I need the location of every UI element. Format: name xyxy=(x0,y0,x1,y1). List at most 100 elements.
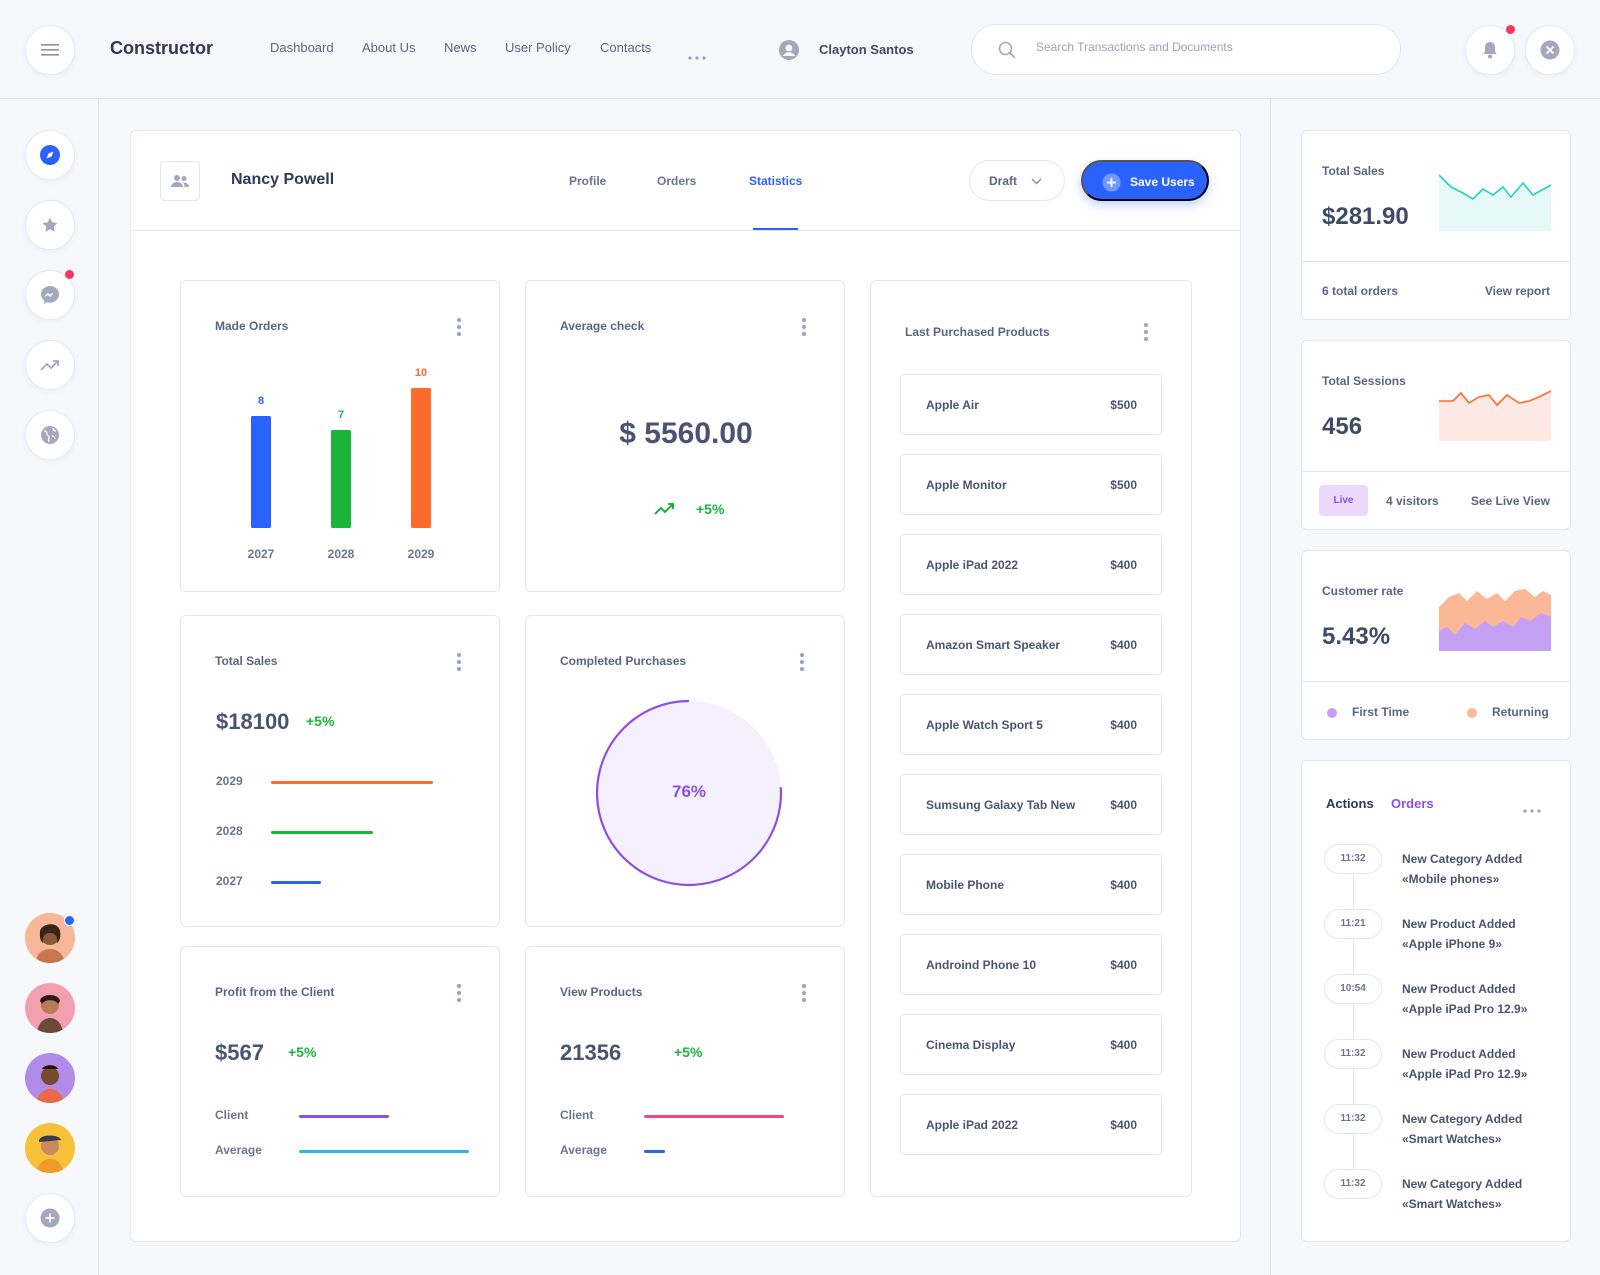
summary-title: Total Sales xyxy=(1322,164,1385,178)
search-box[interactable] xyxy=(971,24,1401,75)
search-input[interactable] xyxy=(1036,40,1366,54)
card-menu-button[interactable] xyxy=(457,653,461,671)
see-live-view-link[interactable]: See Live View xyxy=(1470,494,1550,508)
top-bar: Constructor Dashboard About Us News User… xyxy=(0,0,1600,99)
product-name: Apple iPad 2022 xyxy=(926,1118,1019,1132)
product-price: $400 xyxy=(1110,638,1137,652)
row-label: 2028 xyxy=(216,824,243,838)
sessions-sparkline xyxy=(1439,390,1551,441)
card-menu-button[interactable] xyxy=(800,653,804,671)
card-title: Last Purchased Products xyxy=(905,325,1050,339)
product-name: Apple Air xyxy=(926,398,979,412)
product-row[interactable]: Apple Monitor $500 xyxy=(900,454,1162,515)
completed-purchases-card: Completed Purchases 76% xyxy=(525,615,845,927)
product-name: Apple Monitor xyxy=(926,478,1007,492)
nav-contacts[interactable]: Contacts xyxy=(600,40,652,55)
menu-button[interactable] xyxy=(25,25,75,75)
product-price: $400 xyxy=(1110,1038,1137,1052)
view-products-value: 21356 xyxy=(560,1040,622,1065)
bar-value-label: 7 xyxy=(338,409,344,421)
product-row[interactable]: Apple Air $500 xyxy=(900,374,1162,435)
product-row[interactable]: Cinema Display $400 xyxy=(900,1014,1162,1075)
save-users-label: Save Users xyxy=(1130,175,1195,189)
add-user-button[interactable] xyxy=(25,1193,75,1243)
tab-orders[interactable]: Orders xyxy=(657,174,697,188)
legend-returning-dot xyxy=(1467,708,1477,718)
timeline-subtitle: «Apple iPhone 9» xyxy=(1402,937,1503,951)
product-row[interactable]: Apple iPad 2022 $400 xyxy=(900,1094,1162,1155)
product-row[interactable]: Apple iPad 2022 $400 xyxy=(900,534,1162,595)
tab-orders-feed[interactable]: Orders xyxy=(1391,796,1434,811)
hamburger-icon xyxy=(41,44,59,56)
avatar-online-dot xyxy=(64,915,75,926)
timeline-time: 11:32 xyxy=(1324,844,1382,874)
avatar-user-1[interactable] xyxy=(25,913,75,963)
users-icon xyxy=(171,175,189,187)
view-report-link[interactable]: View report xyxy=(1484,284,1550,298)
notifications-button[interactable] xyxy=(1465,25,1515,75)
tab-statistics[interactable]: Statistics xyxy=(749,174,803,188)
legend-returning: Returning xyxy=(1492,705,1549,719)
product-price: $400 xyxy=(1110,798,1137,812)
more-nav-button[interactable] xyxy=(688,47,706,65)
card-menu-button[interactable] xyxy=(1144,323,1148,341)
right-panel-divider xyxy=(1270,99,1271,1275)
sidebar-favorites-button[interactable] xyxy=(25,200,75,250)
bar-2029 xyxy=(411,388,431,528)
card-menu-button[interactable] xyxy=(802,984,806,1002)
product-price: $400 xyxy=(1110,1118,1137,1132)
sidebar-globe-button[interactable] xyxy=(25,410,75,460)
sidebar-explore-button[interactable] xyxy=(25,130,75,180)
tab-actions[interactable]: Actions xyxy=(1326,796,1374,811)
close-button[interactable] xyxy=(1525,25,1575,75)
card-title: View Products xyxy=(560,985,643,999)
nav-about-us[interactable]: About Us xyxy=(362,40,416,55)
ring-progress-arc xyxy=(595,699,783,887)
product-row[interactable]: Androind Phone 10 $400 xyxy=(900,934,1162,995)
total-sales-summary-card: Total Sales $281.90 6 total orders View … xyxy=(1301,130,1571,320)
product-row[interactable]: Apple Watch Sport 5 $400 xyxy=(900,694,1162,755)
timeline-subtitle: «Smart Watches» xyxy=(1402,1132,1502,1146)
summary-value: 5.43% xyxy=(1322,623,1391,650)
messages-badge-dot xyxy=(65,270,74,279)
avatar-user-2[interactable] xyxy=(25,983,75,1033)
card-divider xyxy=(1302,681,1570,682)
sales-sparkline xyxy=(1439,174,1551,231)
tab-profile[interactable]: Profile xyxy=(569,174,607,188)
actions-card: Actions Orders 11:32 New Category Added «M… xyxy=(1301,760,1571,1242)
product-row[interactable]: Mobile Phone $400 xyxy=(900,854,1162,915)
actions-menu-button[interactable] xyxy=(1523,800,1541,818)
product-price: $400 xyxy=(1110,558,1137,572)
timeline-time: 11:32 xyxy=(1324,1169,1382,1199)
summary-value: 456 xyxy=(1322,413,1363,440)
timeline-title: New Product Added xyxy=(1402,982,1516,996)
header-user-name[interactable]: Clayton Santos xyxy=(819,42,914,57)
card-menu-button[interactable] xyxy=(802,318,806,336)
sidebar-divider xyxy=(98,99,99,1275)
product-row[interactable]: Sumsung Galaxy Tab New $400 xyxy=(900,774,1162,835)
card-menu-button[interactable] xyxy=(457,318,461,336)
product-row[interactable]: Amazon Smart Speaker $400 xyxy=(900,614,1162,675)
user-profile-icon[interactable] xyxy=(779,40,799,65)
card-menu-button[interactable] xyxy=(457,984,461,1002)
nav-user-policy[interactable]: User Policy xyxy=(505,40,571,55)
summary-value: $281.90 xyxy=(1322,203,1409,230)
row-label: 2029 xyxy=(216,774,243,788)
save-users-button[interactable]: Save Users xyxy=(1081,160,1209,201)
ring-background xyxy=(597,701,781,885)
nav-dashboard[interactable]: Dashboard xyxy=(270,40,334,55)
timeline-time: 11:21 xyxy=(1324,909,1382,939)
sidebar-analytics-button[interactable] xyxy=(25,340,75,390)
product-price: $500 xyxy=(1110,478,1137,492)
bar-value-label: 10 xyxy=(415,367,427,379)
avatar-user-4[interactable] xyxy=(25,1123,75,1173)
live-badge: Live xyxy=(1319,485,1368,516)
draft-dropdown[interactable]: Draft xyxy=(969,160,1065,201)
x-tick-label: 2028 xyxy=(328,547,355,561)
nav-news[interactable]: News xyxy=(444,40,477,55)
plus-circle-icon xyxy=(40,1208,60,1228)
bar-value-label: 8 xyxy=(258,395,264,407)
avatar-user-3[interactable] xyxy=(25,1053,75,1103)
total-sessions-card: Total Sessions 456 Live 4 visitors See L… xyxy=(1301,340,1571,530)
made-orders-chart: 8 2027 7 2028 10 2029 xyxy=(248,367,435,561)
